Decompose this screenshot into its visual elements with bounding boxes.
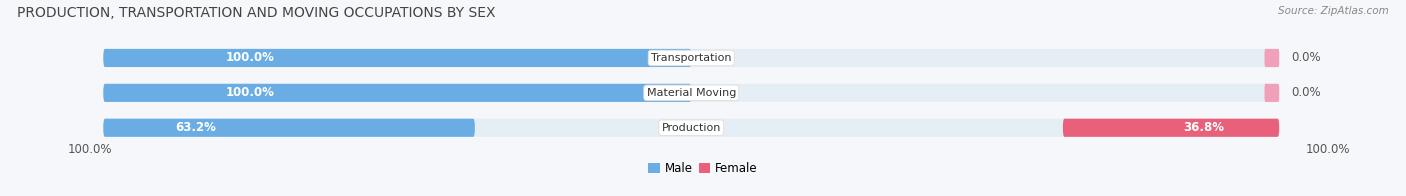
Text: PRODUCTION, TRANSPORTATION AND MOVING OCCUPATIONS BY SEX: PRODUCTION, TRANSPORTATION AND MOVING OC… — [17, 6, 495, 20]
Text: Material Moving: Material Moving — [647, 88, 735, 98]
Text: Transportation: Transportation — [651, 53, 731, 63]
Text: 100.0%: 100.0% — [1305, 143, 1350, 156]
Text: Source: ZipAtlas.com: Source: ZipAtlas.com — [1278, 6, 1389, 16]
Text: 0.0%: 0.0% — [1291, 52, 1320, 64]
FancyBboxPatch shape — [103, 84, 692, 102]
FancyBboxPatch shape — [1063, 119, 1279, 137]
Text: Production: Production — [662, 123, 721, 133]
Text: 100.0%: 100.0% — [226, 86, 274, 99]
Text: 36.8%: 36.8% — [1182, 121, 1225, 134]
FancyBboxPatch shape — [1264, 84, 1279, 102]
Text: 100.0%: 100.0% — [226, 52, 274, 64]
FancyBboxPatch shape — [103, 49, 692, 67]
FancyBboxPatch shape — [1264, 49, 1279, 67]
Text: 0.0%: 0.0% — [1291, 86, 1320, 99]
FancyBboxPatch shape — [103, 84, 1279, 102]
Text: 63.2%: 63.2% — [176, 121, 217, 134]
Legend: Male, Female: Male, Female — [644, 157, 762, 180]
Text: 100.0%: 100.0% — [67, 143, 112, 156]
FancyBboxPatch shape — [103, 49, 1279, 67]
FancyBboxPatch shape — [103, 119, 475, 137]
FancyBboxPatch shape — [103, 119, 1279, 137]
